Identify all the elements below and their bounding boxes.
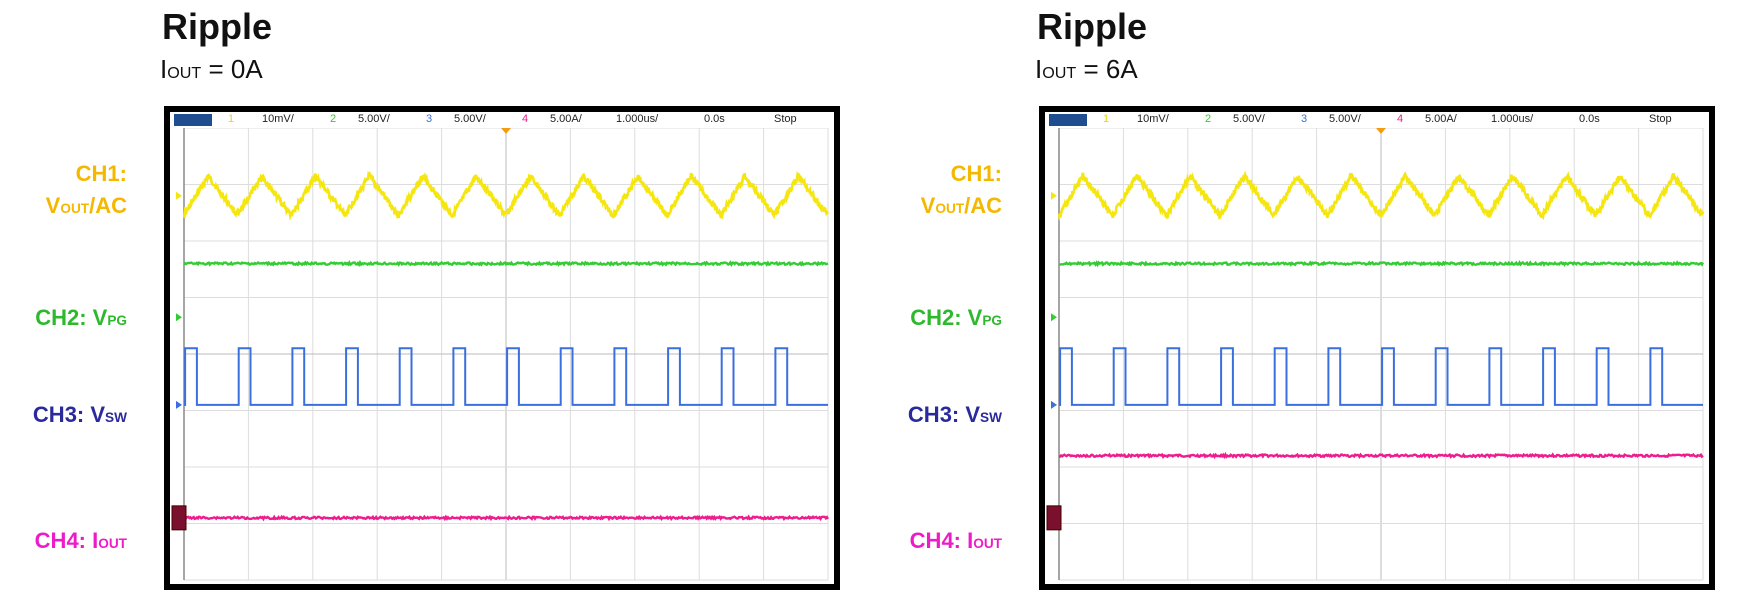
scope-logo-badge <box>174 114 212 126</box>
label-ch1: CH1: VOUT/AC <box>45 161 127 218</box>
panel-title: Ripple <box>1037 6 1148 47</box>
timebase: 1.000us/ <box>1491 113 1534 125</box>
scope-logo-badge <box>1049 114 1087 126</box>
trace-3 <box>1058 347 1703 406</box>
oscilloscope-screen: 1 10mV/ 2 5.00V/ 3 5.00V/ 4 5.00A/ 1.000… <box>1039 106 1715 590</box>
label-ch1: CH1: VOUT/AC <box>920 161 1002 218</box>
ch4-number: 4 <box>522 113 529 125</box>
ch4-ground-badge <box>171 505 187 531</box>
scope-traces <box>171 128 830 581</box>
trace-2 <box>1058 260 1705 268</box>
ch3-number: 3 <box>1301 113 1308 125</box>
ch1-scale: 10mV/ <box>262 113 294 125</box>
run-status: Stop <box>1649 113 1672 125</box>
label-ch3: CH3: VSW <box>32 402 127 427</box>
panel-right: Ripple IOUT = 6A CH1: VOUT/AC CH2: VPG C… <box>875 0 1750 606</box>
ground-marker-ch1 <box>176 191 182 200</box>
scope-status-bar: 1 10mV/ 2 5.00V/ 3 5.00V/ 4 5.00A/ 1.000… <box>1045 112 1709 128</box>
ch1-number: 1 <box>1103 113 1110 125</box>
panel-left: Ripple IOUT = 0A CH1: VOUT/AC CH2: VPG C… <box>32 6 840 590</box>
ch4-scale: 5.00A/ <box>1425 113 1457 125</box>
label-ch4: CH4: IOUT <box>909 528 1002 553</box>
ground-marker-ch2 <box>1051 313 1057 322</box>
panel-subtitle: IOUT = 0A <box>160 54 263 84</box>
ch3-number: 3 <box>426 113 433 125</box>
trace-2 <box>183 259 829 268</box>
ch2-number: 2 <box>330 113 337 125</box>
ch2-scale: 5.00V/ <box>358 113 390 125</box>
ch4-ground-badge <box>1046 505 1062 531</box>
trace-1 <box>182 170 829 221</box>
ch1-number: 1 <box>228 113 235 125</box>
run-status: Stop <box>774 113 797 125</box>
label-ch4: CH4: IOUT <box>34 528 127 553</box>
ground-marker-ch2 <box>176 313 182 322</box>
ch2-number: 2 <box>1205 113 1212 125</box>
trigger-marker <box>501 128 511 134</box>
ch4-number: 4 <box>1397 113 1404 125</box>
panel-title: Ripple <box>162 6 273 47</box>
trigger-marker <box>1376 128 1386 134</box>
ground-marker-ch1 <box>1051 191 1057 200</box>
label-ch3: CH3: VSW <box>907 402 1002 427</box>
ch3-scale: 5.00V/ <box>454 113 486 125</box>
ch4-scale: 5.00A/ <box>550 113 582 125</box>
ch3-scale: 5.00V/ <box>1329 113 1361 125</box>
delay: 0.0s <box>1579 113 1600 125</box>
ch2-scale: 5.00V/ <box>1233 113 1265 125</box>
trace-4 <box>1059 451 1704 460</box>
oscilloscope-screen: 1 10mV/ 2 5.00V/ 3 5.00V/ 4 5.00A/ 1.000… <box>164 106 840 590</box>
ground-marker-ch3 <box>1051 400 1057 409</box>
scope-status-bar: 1 10mV/ 2 5.00V/ 3 5.00V/ 4 5.00A/ 1.000… <box>170 112 834 128</box>
trace-1 <box>1057 170 1705 222</box>
scope-traces <box>1046 128 1705 581</box>
trace-4 <box>183 514 830 522</box>
ground-marker-ch3 <box>176 400 182 409</box>
label-ch2: CH2: VPG <box>910 305 1002 330</box>
delay: 0.0s <box>704 113 725 125</box>
trace-3 <box>183 347 828 406</box>
grid <box>183 128 829 581</box>
panel-subtitle: IOUT = 6A <box>1035 54 1138 84</box>
label-ch2: CH2: VPG <box>35 305 127 330</box>
ch1-scale: 10mV/ <box>1137 113 1169 125</box>
timebase: 1.000us/ <box>616 113 659 125</box>
